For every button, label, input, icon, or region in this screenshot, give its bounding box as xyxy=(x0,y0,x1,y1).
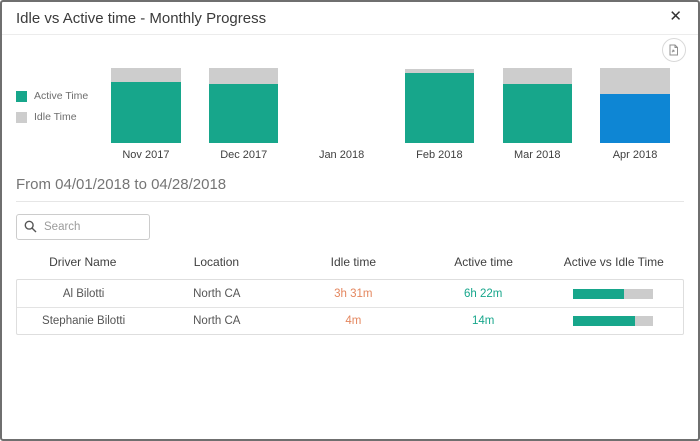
export-chart-button[interactable] xyxy=(662,38,686,62)
legend-label: Idle Time xyxy=(34,111,77,123)
bar-segment-active xyxy=(502,83,572,143)
chart-plot-area: Nov 2017 Dec 2017 Jan 2018 xyxy=(97,68,684,161)
progress-bar-fill xyxy=(573,288,625,299)
chart-bar-apr-2018-selected[interactable]: Apr 2018 xyxy=(586,68,684,161)
date-range-heading: From 04/01/2018 to 04/28/2018 xyxy=(16,176,227,193)
bar-stack xyxy=(209,68,279,143)
x-axis-label: Mar 2018 xyxy=(513,149,561,161)
chart-bar-mar-2018[interactable]: Mar 2018 xyxy=(488,68,586,161)
table-header-row: Driver Name Location Idle time Active ti… xyxy=(16,246,684,279)
active-time-swatch xyxy=(16,90,27,102)
active-vs-idle-cell xyxy=(543,316,683,326)
stacked-bar-chart: Active Time Idle Time Nov 2017 Dec xyxy=(2,68,698,161)
x-axis-label: Feb 2018 xyxy=(416,149,463,161)
x-axis-label: Jan 2018 xyxy=(318,149,365,161)
table-row[interactable]: Al Bilotti North CA 3h 31m 6h 22m xyxy=(17,280,683,307)
search-icon xyxy=(24,220,37,233)
bar-segment-idle xyxy=(404,68,475,74)
column-header-active-vs-idle: Active vs Idle Time xyxy=(563,255,664,269)
location-cell: North CA xyxy=(193,287,241,300)
idle-time-swatch xyxy=(16,111,27,123)
table-row[interactable]: Stephanie Bilotti North CA 4m 14m xyxy=(17,307,683,334)
legend-item-idle-time[interactable]: Idle Time xyxy=(16,111,97,123)
table-body: Al Bilotti North CA 3h 31m 6h 22m Stepha… xyxy=(16,279,684,335)
chart-bar-jan-2018[interactable]: Jan 2018 xyxy=(293,68,391,161)
x-axis-label: Nov 2017 xyxy=(122,149,170,161)
legend-label: Active Time xyxy=(34,90,89,102)
bar-stack xyxy=(502,68,572,143)
progress-bar-fill xyxy=(573,316,636,326)
x-axis-label: Dec 2017 xyxy=(220,149,268,161)
export-icon xyxy=(669,44,678,56)
column-header-location: Location xyxy=(193,255,240,269)
bar-segment-idle xyxy=(111,68,181,82)
active-time-cell: 14m xyxy=(471,315,495,327)
chart-legend: Active Time Idle Time xyxy=(16,68,97,161)
driver-name-cell: Al Bilotti xyxy=(62,287,105,300)
active-vs-idle-cell xyxy=(543,288,683,299)
idle-time-cell: 3h 31m xyxy=(334,287,373,300)
column-header-active-time: Active time xyxy=(454,255,513,269)
bar-stack xyxy=(404,68,475,143)
dialog-header: Idle vs Active time - Monthly Progress ✕ xyxy=(2,2,698,35)
x-axis-label: Apr 2018 xyxy=(612,149,658,161)
bar-stack xyxy=(307,68,376,143)
bar-stack xyxy=(111,68,181,143)
bar-segment-idle xyxy=(209,68,279,84)
chart-bar-dec-2017[interactable]: Dec 2017 xyxy=(195,68,293,161)
search-input[interactable] xyxy=(16,214,150,240)
driver-name-cell: Stephanie Bilotti xyxy=(42,315,126,327)
search-box xyxy=(16,214,150,240)
location-cell: North CA xyxy=(193,315,241,327)
bar-segment-active xyxy=(404,73,475,143)
dialog-title: Idle vs Active time - Monthly Progress xyxy=(16,10,267,27)
legend-item-active-time[interactable]: Active Time xyxy=(16,90,97,102)
bar-segment-idle xyxy=(502,68,572,84)
divider xyxy=(16,201,684,202)
drivers-table: Driver Name Location Idle time Active ti… xyxy=(16,246,684,335)
bar-segment-active xyxy=(209,83,279,143)
bar-segment-active-selected xyxy=(600,94,670,143)
active-time-cell: 6h 22m xyxy=(463,287,503,300)
bar-segment-idle xyxy=(600,68,670,95)
close-icon[interactable]: ✕ xyxy=(669,8,682,25)
progress-bar-track xyxy=(573,288,654,299)
column-header-driver-name: Driver Name xyxy=(49,255,117,269)
chart-bar-feb-2018[interactable]: Feb 2018 xyxy=(390,68,488,161)
chart-bar-nov-2017[interactable]: Nov 2017 xyxy=(97,68,195,161)
bar-stack xyxy=(600,68,670,143)
progress-bar-track xyxy=(573,316,654,326)
bar-segment-active xyxy=(111,81,181,143)
idle-time-cell: 4m xyxy=(345,315,362,327)
column-header-idle-time: Idle time xyxy=(330,255,376,269)
